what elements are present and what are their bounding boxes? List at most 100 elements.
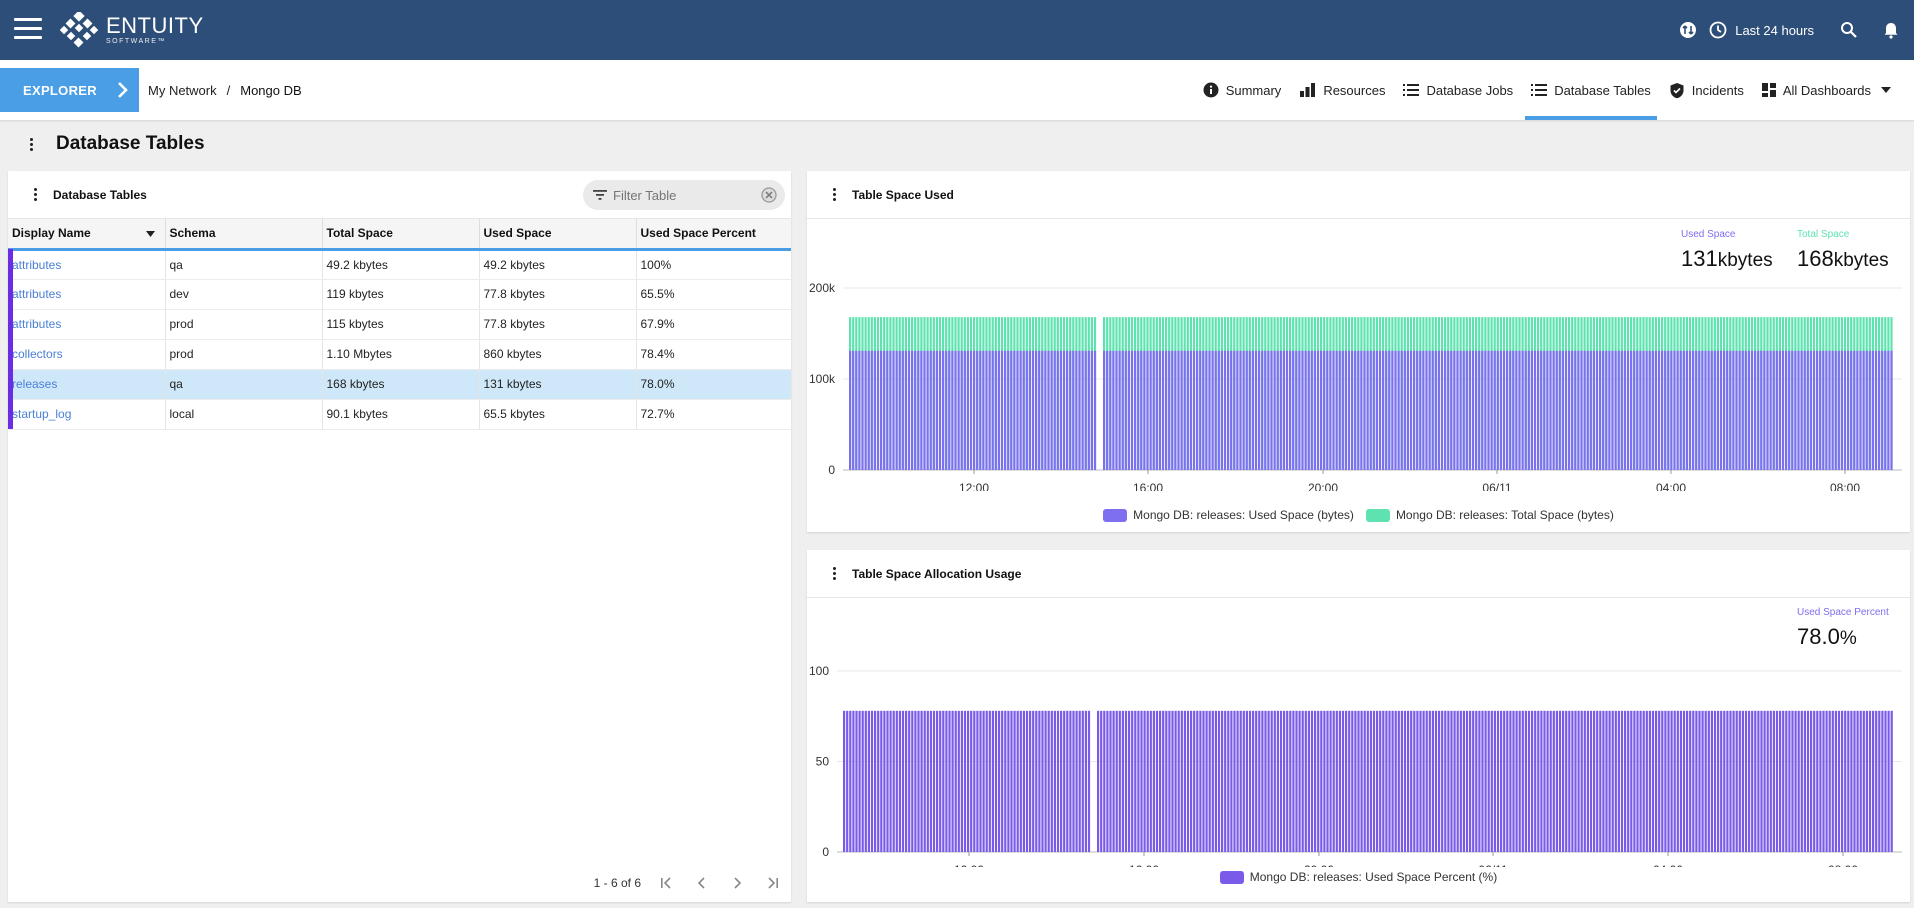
bar (855, 710, 858, 852)
bar (1453, 350, 1456, 470)
bar (1248, 350, 1251, 470)
bar (1890, 710, 1893, 852)
tab-summary[interactable]: Summary (1197, 60, 1288, 120)
bar (1583, 710, 1586, 852)
bar (1589, 350, 1592, 470)
bar (1208, 350, 1211, 470)
legend-swatch-percent (1219, 870, 1244, 884)
bar (994, 710, 998, 852)
bar (873, 350, 876, 470)
bar (1345, 710, 1348, 852)
bar (1834, 350, 1837, 470)
hamburger-menu-icon[interactable] (14, 18, 42, 40)
bar (1738, 710, 1741, 852)
column-header-used-space[interactable]: Used Space (479, 219, 637, 251)
page-menu-kebab-icon[interactable] (26, 135, 36, 153)
bar (1766, 710, 1769, 852)
bar (1639, 710, 1642, 852)
filter-input[interactable] (613, 187, 753, 203)
bar (1155, 350, 1158, 470)
cell-display-name[interactable]: startup_log (8, 399, 166, 430)
bar (1255, 710, 1258, 852)
bar (1500, 710, 1503, 852)
legend-swatch-used (1103, 508, 1128, 522)
bar (1586, 350, 1589, 470)
tab-database-tables[interactable]: Database Tables (1525, 60, 1657, 120)
bar (988, 350, 991, 470)
used-panel-kebab-icon[interactable] (829, 186, 839, 204)
bar (1438, 710, 1441, 852)
bar (1661, 710, 1664, 852)
explorer-button[interactable]: EXPLORER (0, 68, 139, 112)
bar (1816, 710, 1819, 852)
bar (957, 350, 960, 470)
bar (1797, 710, 1800, 852)
bar (1648, 710, 1651, 852)
table-row[interactable]: startup_log local 90.1 kbytes 65.5 kbytes 72… (8, 399, 791, 430)
cell-display-name[interactable]: attributes (8, 279, 166, 310)
breadcrumb: My Network / Mongo DB (148, 60, 302, 120)
cell-display-name[interactable]: attributes (8, 309, 166, 340)
bar (1527, 710, 1531, 852)
cell-display-name[interactable]: attributes (8, 249, 166, 280)
table-row[interactable]: collectors prod 1.10 Mbytes 860 kbytes 78.4% (8, 339, 791, 370)
clear-filter-icon[interactable] (761, 187, 777, 203)
last-page-icon[interactable] (763, 874, 781, 892)
table-row[interactable]: attributes prod 115 kbytes 77.8 kbytes 67.9% (8, 309, 791, 340)
bar (1840, 350, 1843, 470)
tab-database-jobs[interactable]: Database Jobs (1397, 60, 1519, 120)
bar (1264, 350, 1267, 470)
breadcrumb-my-network[interactable]: My Network (148, 82, 217, 98)
legend-item-total[interactable]: Mongo DB: releases: Total Space (bytes) (1365, 508, 1614, 522)
sync-icon[interactable] (1679, 21, 1697, 39)
cell-display-name[interactable]: releases (8, 369, 166, 400)
bar (1066, 350, 1069, 470)
bar (1078, 710, 1081, 852)
table-row[interactable]: attributes qa 49.2 kbytes 49.2 kbytes 100% (8, 249, 791, 280)
column-header-total-space[interactable]: Total Space (322, 219, 480, 251)
bar (1298, 710, 1301, 852)
bar (1047, 710, 1050, 852)
column-header-display-name[interactable]: Display Name (8, 219, 166, 251)
bar (1642, 350, 1645, 470)
bar (1732, 710, 1735, 852)
legend-item-percent[interactable]: Mongo DB: releases: Used Space Percent (… (1219, 870, 1498, 884)
total-space-stat-value: 168 (1797, 246, 1834, 271)
tab-all-dashboards[interactable]: All Dashboards (1756, 60, 1904, 120)
bar (1630, 710, 1633, 852)
first-page-icon[interactable] (658, 874, 676, 892)
bar (864, 350, 867, 470)
bell-icon[interactable] (1882, 21, 1900, 39)
bar (1624, 710, 1627, 852)
bar (858, 350, 861, 470)
next-page-icon[interactable] (728, 874, 746, 892)
x-tick-label: 08:00 (1830, 481, 1860, 491)
bar (973, 710, 976, 852)
column-header-schema[interactable]: Schema (165, 219, 323, 251)
tab-resources[interactable]: Resources (1293, 60, 1391, 120)
bar (1475, 710, 1478, 852)
bar (1372, 710, 1376, 852)
search-icon[interactable] (1840, 21, 1858, 39)
bar (1704, 350, 1707, 470)
bar (1552, 350, 1555, 470)
prev-page-icon[interactable] (693, 874, 711, 892)
bar (1797, 350, 1800, 470)
legend-label-percent: Mongo DB: releases: Used Space Percent (… (1249, 870, 1498, 884)
legend-item-used[interactable]: Mongo DB: releases: Used Space (bytes) (1103, 508, 1354, 522)
alloc-panel-kebab-icon[interactable] (829, 565, 839, 583)
bar (1199, 350, 1202, 470)
tab-summary-label: Summary (1225, 82, 1282, 98)
table-space-allocation-panel: Table Space Allocation Usage Used Space … (807, 550, 1910, 902)
cell-display-name[interactable]: collectors (8, 339, 166, 370)
column-header-used-space-percent[interactable]: Used Space Percent (636, 219, 791, 251)
tab-incidents[interactable]: Incidents (1663, 60, 1750, 120)
table-row[interactable]: attributes dev 119 kbytes 77.8 kbytes 65.5% (8, 279, 791, 310)
entuity-logo[interactable]: ENTUITY SOFTWARE™ (60, 12, 204, 48)
x-tick-label: 16:00 (1133, 481, 1163, 491)
table-panel-kebab-icon[interactable] (30, 186, 40, 204)
bar (1338, 350, 1341, 470)
sort-desc-icon[interactable] (145, 231, 155, 237)
table-row[interactable]: releases qa 168 kbytes 131 kbytes 78.0% (8, 369, 791, 400)
time-range-selector[interactable]: Last 24 hours (1709, 21, 1814, 39)
